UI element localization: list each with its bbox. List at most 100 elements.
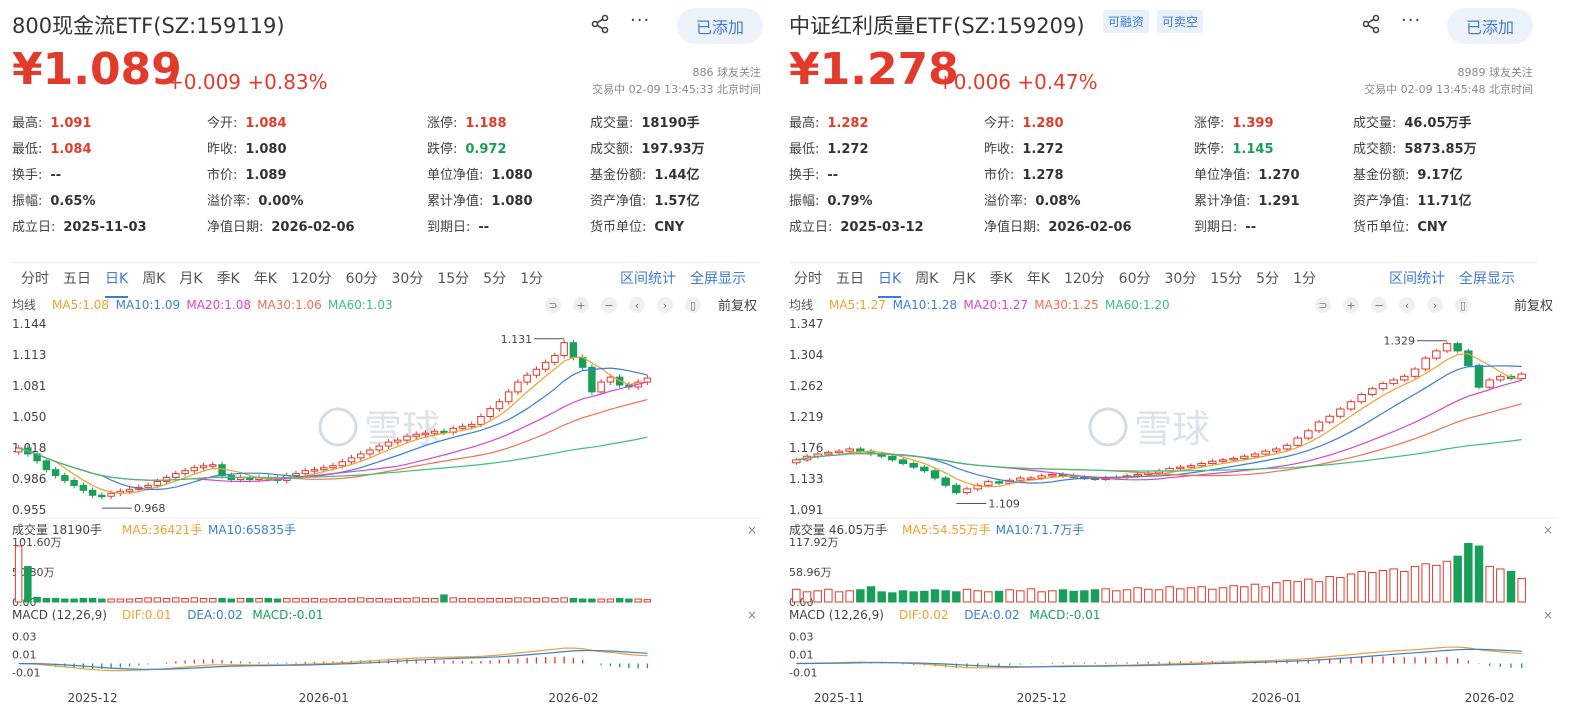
share-icon[interactable] bbox=[1361, 14, 1381, 34]
candle-body bbox=[172, 473, 180, 479]
stat-label: 市价: bbox=[207, 168, 238, 183]
stat-value: -- bbox=[1245, 220, 1257, 235]
added-button[interactable]: 已添加 bbox=[1447, 8, 1533, 44]
stat-label: 换手: bbox=[12, 168, 43, 183]
volume-bar bbox=[495, 597, 504, 603]
more-icon[interactable]: ··· bbox=[1401, 10, 1422, 31]
stat-value: 1.282 bbox=[827, 116, 869, 131]
tab-60分[interactable]: 60分 bbox=[1118, 271, 1151, 287]
candle-body bbox=[1325, 415, 1334, 423]
stat-label: 换手: bbox=[789, 168, 820, 183]
volume-bar bbox=[33, 596, 41, 603]
candle-body bbox=[209, 464, 217, 467]
tab-30分[interactable]: 30分 bbox=[1164, 271, 1197, 287]
stat-label: 基金份额: bbox=[590, 168, 647, 183]
kline-chart[interactable]: 均线 MA5:1.08 MA10:1.09 MA20:1.08 MA30:1.06 MA6… bbox=[0, 292, 775, 712]
candle-body bbox=[606, 376, 615, 383]
date-tick-label: 2025-12 bbox=[1017, 691, 1067, 705]
stat-value: 2025-11-03 bbox=[63, 220, 147, 235]
price: ¥1.089 bbox=[12, 44, 182, 95]
volume-bar bbox=[994, 590, 1004, 603]
volume-bar bbox=[1442, 560, 1452, 603]
stat-label: 成立日: bbox=[789, 220, 833, 235]
stat-value: 5873.85万 bbox=[1404, 142, 1477, 157]
added-button[interactable]: 已添加 bbox=[677, 8, 763, 44]
interval-stats-link[interactable]: 区间统计 bbox=[620, 271, 676, 287]
stat-item: 最高: 1.091 bbox=[12, 112, 92, 131]
share-icon[interactable] bbox=[590, 14, 610, 34]
chart-tool-icon: ▯ bbox=[1460, 299, 1466, 312]
candle-body bbox=[61, 475, 69, 481]
macd-tick-label: 0.03 bbox=[12, 631, 37, 644]
tab-分时[interactable]: 分时 bbox=[794, 271, 822, 287]
stat-label: 昨收: bbox=[984, 142, 1015, 157]
volume-bar bbox=[1016, 590, 1025, 603]
volume-bar bbox=[375, 597, 383, 603]
volume-bar bbox=[107, 598, 115, 603]
candle-body bbox=[384, 441, 393, 447]
volume-bar bbox=[1474, 545, 1484, 603]
volume-bar bbox=[1293, 581, 1302, 603]
volume-bar bbox=[1197, 586, 1206, 603]
stat-label: 溢价率: bbox=[207, 194, 251, 209]
tab-15分[interactable]: 15分 bbox=[1210, 271, 1243, 287]
tab-5分[interactable]: 5分 bbox=[1256, 271, 1280, 287]
fullscreen-link[interactable]: 全屏显示 bbox=[690, 271, 746, 287]
stat-value: 1.080 bbox=[245, 142, 287, 157]
tab-120分[interactable]: 120分 bbox=[1063, 271, 1105, 287]
tab-季K[interactable]: 季K bbox=[989, 271, 1013, 287]
tab-周K[interactable]: 周K bbox=[142, 271, 166, 287]
tab-30分[interactable]: 30分 bbox=[391, 271, 424, 287]
fullscreen-link[interactable]: 全屏显示 bbox=[1459, 271, 1515, 287]
tab-分时[interactable]: 分时 bbox=[21, 271, 49, 287]
ma-legend-title: 均线 bbox=[12, 298, 36, 312]
tab-日K[interactable]: 日K bbox=[98, 268, 135, 298]
tab-1分[interactable]: 1分 bbox=[1293, 271, 1316, 287]
tab-1分[interactable]: 1分 bbox=[520, 271, 543, 287]
high-label: 1.131 bbox=[501, 333, 533, 346]
candle-body bbox=[532, 368, 541, 376]
candle-body bbox=[430, 430, 439, 434]
stat-value: 0.65% bbox=[50, 194, 96, 209]
more-icon[interactable]: ··· bbox=[630, 10, 651, 31]
dea-line bbox=[18, 649, 648, 670]
quote-meta: 8989 球友关注 交易中 02-09 13:45:48 北京时间 bbox=[1364, 64, 1533, 98]
tab-月K[interactable]: 月K bbox=[179, 271, 203, 287]
candle-body bbox=[1218, 459, 1228, 462]
watermark-text: 雪球 bbox=[364, 407, 440, 451]
volume-bar bbox=[1122, 589, 1132, 603]
date-tick-label: 2026-02 bbox=[548, 691, 598, 705]
kline-chart[interactable]: 均线 MA5:1.27 MA10:1.28 MA20:1.27 MA30:1.25 MA6… bbox=[777, 292, 1571, 712]
tab-五日[interactable]: 五日 bbox=[63, 271, 91, 287]
tab-日K[interactable]: 日K bbox=[871, 268, 908, 298]
tab-120分[interactable]: 120分 bbox=[290, 271, 332, 287]
volume-bar bbox=[190, 597, 199, 603]
stat-label: 涨停: bbox=[1194, 116, 1225, 131]
tab-周K[interactable]: 周K bbox=[915, 271, 939, 287]
stat-item: 最高: 1.282 bbox=[789, 112, 869, 131]
tab-5分[interactable]: 5分 bbox=[483, 271, 507, 287]
stat-item: 最低: 1.272 bbox=[789, 138, 869, 157]
tab-月K[interactable]: 月K bbox=[952, 271, 976, 287]
tab-五日[interactable]: 五日 bbox=[836, 271, 864, 287]
volume-bar bbox=[834, 591, 844, 603]
tab-年K[interactable]: 年K bbox=[253, 271, 277, 287]
tab-60分[interactable]: 60分 bbox=[345, 271, 378, 287]
date-tick-label: 2026-02 bbox=[1465, 691, 1515, 705]
dif-line bbox=[18, 647, 648, 672]
tab-季K[interactable]: 季K bbox=[216, 271, 240, 287]
macd-tick-label: -0.01 bbox=[12, 667, 40, 680]
tab-15分[interactable]: 15分 bbox=[437, 271, 470, 287]
volume-bar bbox=[144, 597, 152, 603]
stat-item: 成交额: 197.93万 bbox=[590, 138, 705, 157]
volume-bar bbox=[430, 597, 439, 603]
stat-label: 净值日期: bbox=[207, 220, 264, 235]
volume-bar bbox=[24, 566, 32, 603]
macd-legend-item: MACD:-0.01 bbox=[1029, 608, 1100, 622]
tab-年K[interactable]: 年K bbox=[1026, 271, 1050, 287]
volume-bar bbox=[14, 545, 23, 603]
stat-item: 溢价率: 0.08% bbox=[984, 190, 1081, 209]
interval-stats-link[interactable]: 区间统计 bbox=[1389, 271, 1445, 287]
candle-body bbox=[366, 449, 374, 455]
stat-value: CNY bbox=[654, 220, 685, 235]
